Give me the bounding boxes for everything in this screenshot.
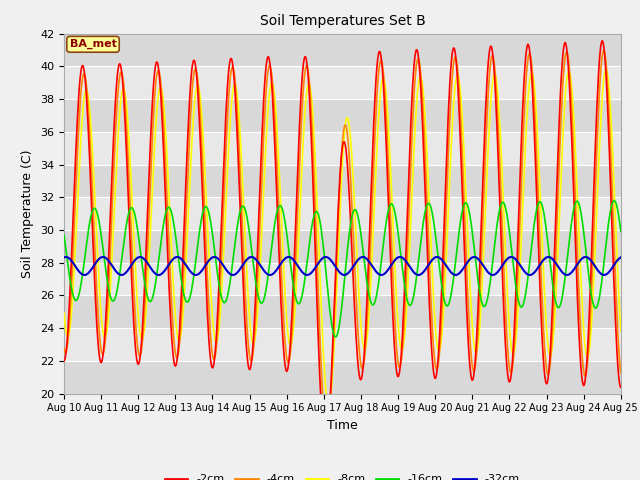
Legend: -2cm, -4cm, -8cm, -16cm, -32cm: -2cm, -4cm, -8cm, -16cm, -32cm (161, 470, 524, 480)
Bar (64, 295, 621, 328)
Bar (64, 328, 621, 361)
Bar (64, 34, 621, 66)
Bar (64, 263, 621, 295)
Bar (64, 165, 621, 197)
Y-axis label: Soil Temperature (C): Soil Temperature (C) (22, 149, 35, 278)
Bar (64, 66, 621, 99)
Bar (64, 132, 621, 165)
Bar (64, 230, 621, 263)
Bar (64, 197, 621, 230)
Bar (64, 99, 621, 132)
X-axis label: Time: Time (327, 419, 358, 432)
Bar (64, 361, 621, 394)
Text: BA_met: BA_met (70, 39, 116, 49)
Title: Soil Temperatures Set B: Soil Temperatures Set B (260, 14, 425, 28)
